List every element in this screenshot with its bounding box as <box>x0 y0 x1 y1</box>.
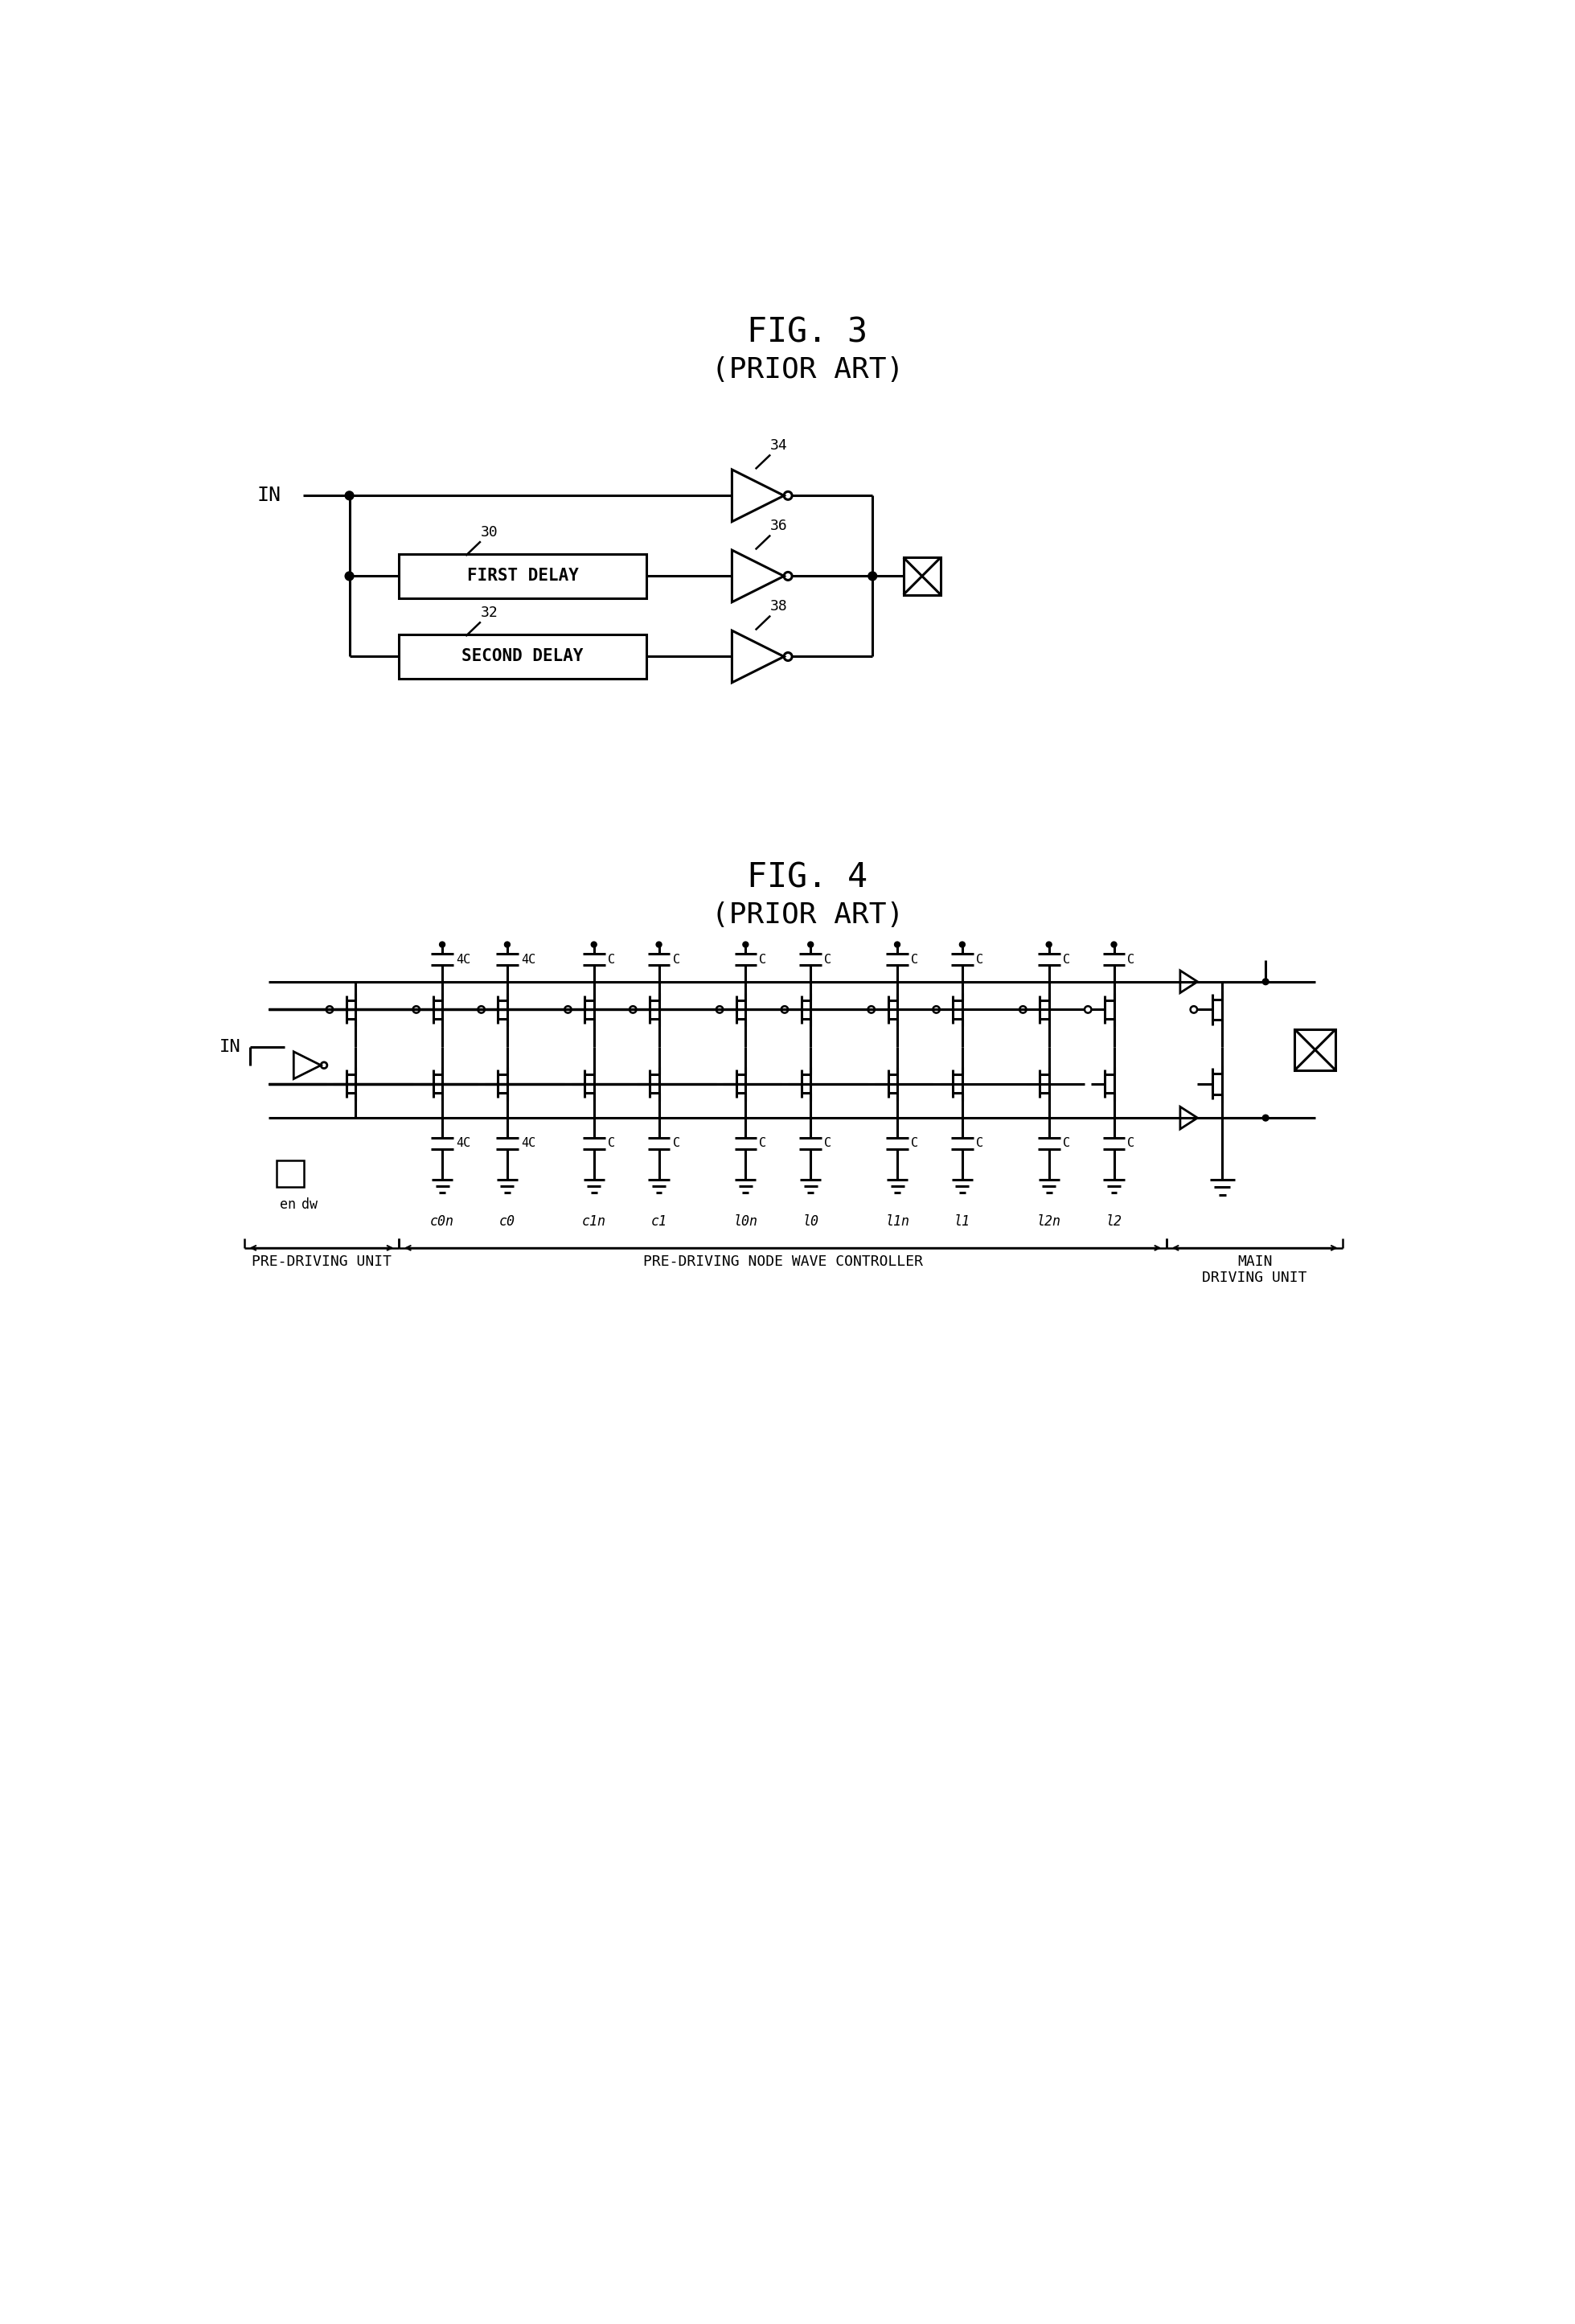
Bar <box>398 634 647 679</box>
Text: C: C <box>976 1136 983 1150</box>
Circle shape <box>959 941 965 948</box>
Circle shape <box>591 941 597 948</box>
Text: en: en <box>279 1197 296 1211</box>
Text: C: C <box>1063 953 1069 964</box>
Text: C: C <box>608 953 614 964</box>
Circle shape <box>743 941 748 948</box>
Text: c1n: c1n <box>581 1213 606 1229</box>
Text: C: C <box>759 1136 767 1150</box>
Text: l0: l0 <box>803 1213 819 1229</box>
Text: 36: 36 <box>770 518 788 535</box>
Text: c0: c0 <box>499 1213 515 1229</box>
Text: 32: 32 <box>480 607 498 621</box>
Circle shape <box>1263 1116 1269 1120</box>
Text: C: C <box>910 953 918 964</box>
Text: c1: c1 <box>650 1213 666 1229</box>
Text: (PRIOR ART): (PRIOR ART) <box>712 356 904 383</box>
Circle shape <box>1110 941 1117 948</box>
Circle shape <box>868 572 877 581</box>
Text: 34: 34 <box>770 439 788 453</box>
Text: FIG. 4: FIG. 4 <box>747 860 868 895</box>
Text: 38: 38 <box>770 600 788 614</box>
Text: 30: 30 <box>480 525 498 539</box>
Text: C: C <box>910 1136 918 1150</box>
Text: PRE-DRIVING UNIT: PRE-DRIVING UNIT <box>252 1255 392 1269</box>
Circle shape <box>1046 941 1052 948</box>
Text: C: C <box>824 1136 832 1150</box>
Bar <box>904 558 940 595</box>
Circle shape <box>345 490 354 500</box>
Circle shape <box>504 941 510 948</box>
Text: C: C <box>759 953 767 964</box>
Text: dw: dw <box>301 1197 317 1211</box>
Text: l1n: l1n <box>885 1213 909 1229</box>
Text: 4C: 4C <box>521 1136 536 1150</box>
Text: l2: l2 <box>1106 1213 1121 1229</box>
Text: C: C <box>976 953 983 964</box>
Text: l2n: l2n <box>1036 1213 1062 1229</box>
Text: C: C <box>1063 1136 1069 1150</box>
Text: 4C: 4C <box>521 953 536 964</box>
Bar <box>1295 1030 1336 1071</box>
Text: SECOND DELAY: SECOND DELAY <box>461 648 584 665</box>
Text: l0n: l0n <box>734 1213 758 1229</box>
Text: C: C <box>1128 1136 1136 1150</box>
Text: C: C <box>608 1136 614 1150</box>
Text: MAIN
DRIVING UNIT: MAIN DRIVING UNIT <box>1202 1255 1307 1285</box>
Text: C: C <box>1128 953 1136 964</box>
Text: IN: IN <box>257 486 282 504</box>
Circle shape <box>1263 978 1269 985</box>
Bar <box>398 553 647 597</box>
Text: C: C <box>673 1136 680 1150</box>
Text: FIRST DELAY: FIRST DELAY <box>466 567 578 583</box>
Text: C: C <box>824 953 832 964</box>
Circle shape <box>439 941 446 948</box>
Text: 4C: 4C <box>455 953 471 964</box>
Text: FIG. 3: FIG. 3 <box>747 316 868 351</box>
Text: l1: l1 <box>954 1213 970 1229</box>
Circle shape <box>345 572 354 581</box>
Circle shape <box>808 941 813 948</box>
Text: 4C: 4C <box>455 1136 471 1150</box>
Text: IN: IN <box>219 1039 241 1055</box>
Text: C: C <box>673 953 680 964</box>
Text: PRE-DRIVING NODE WAVE CONTROLLER: PRE-DRIVING NODE WAVE CONTROLLER <box>643 1255 923 1269</box>
Bar <box>277 1160 304 1188</box>
Text: (PRIOR ART): (PRIOR ART) <box>712 902 904 930</box>
Circle shape <box>895 941 899 948</box>
Circle shape <box>657 941 662 948</box>
Text: c0n: c0n <box>430 1213 454 1229</box>
